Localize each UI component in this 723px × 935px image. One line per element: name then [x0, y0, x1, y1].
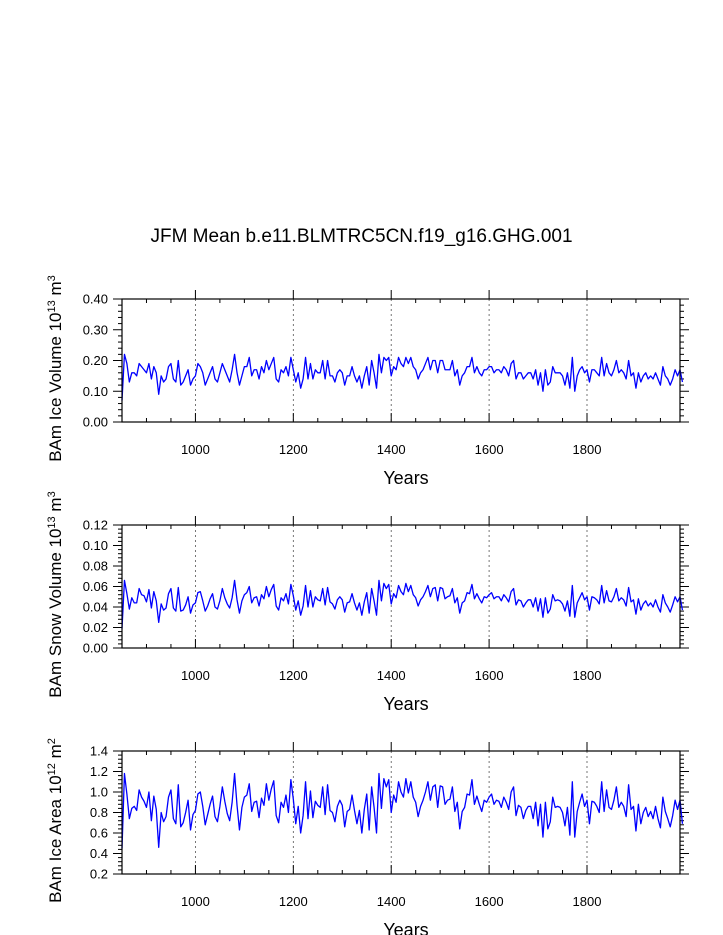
series-line	[121, 772, 684, 849]
x-axis-label: Years	[383, 468, 428, 488]
y-tick-label: 0.00	[83, 415, 108, 430]
y-tick-label: 0.10	[83, 384, 108, 399]
y-tick-label: 0.08	[83, 559, 108, 574]
x-tick-label: 1000	[181, 668, 210, 683]
y-tick-label: 0.40	[83, 292, 108, 307]
y-tick-label: 1.2	[90, 764, 108, 779]
y-tick-label: 0.4	[90, 846, 108, 861]
x-tick-label: 1200	[279, 668, 308, 683]
x-tick-label: 1600	[475, 668, 504, 683]
plot-frame	[121, 298, 681, 423]
y-tick-label: 0.10	[83, 538, 108, 553]
x-tick-label: 1800	[573, 442, 602, 457]
plot-frame	[121, 750, 681, 875]
x-tick-label: 1800	[573, 894, 602, 909]
chart-panel-1: 1000 1200 1400 1600 1800 0.00 0.10 0.20 0.30 0.40…	[46, 275, 689, 488]
y-tick-label: 0.2	[90, 867, 108, 882]
y-axis-label: BAm Ice Area 1012 m2	[46, 738, 65, 903]
x-tick-label: 1800	[573, 668, 602, 683]
y-axis-label: BAm Ice Volume 1013 m3	[46, 275, 65, 462]
x-axis-label: Years	[383, 694, 428, 714]
y-tick-label: 1.0	[90, 785, 108, 800]
x-tick-label: 1400	[377, 442, 406, 457]
y-axis-label: BAm Snow Volume 1013 m3	[46, 491, 65, 697]
y-tick-label: 0.00	[83, 641, 108, 656]
y-tick-label: 0.06	[83, 579, 108, 594]
x-tick-label: 1400	[377, 894, 406, 909]
x-tick-label: 1400	[377, 668, 406, 683]
x-tick-label: 1200	[279, 894, 308, 909]
x-tick-label: 1000	[181, 442, 210, 457]
chart-panel-2: 1000 1200 1400 1600 1800 0.00 0.02 0.04 0.06 0.08…	[46, 491, 689, 714]
y-tick-label: 0.30	[83, 322, 108, 337]
y-tick-label: 0.8	[90, 805, 108, 820]
y-tick-label: 1.4	[90, 744, 108, 759]
y-tick-label: 0.12	[83, 518, 108, 533]
page-title: JFM Mean b.e11.BLMTRC5CN.f19_g16.GHG.001	[0, 226, 723, 248]
x-tick-label: 1200	[279, 442, 308, 457]
x-tick-label: 1600	[475, 442, 504, 457]
y-tick-label: 0.6	[90, 826, 108, 841]
series-line	[121, 353, 684, 401]
chart-panel-3: 1000 1200 1400 1600 1800 0.2 0.4 0.6 0.8 1.0 1.2 1.…	[46, 738, 689, 935]
x-axis-label: Years	[383, 920, 428, 935]
x-tick-label: 1600	[475, 894, 504, 909]
y-tick-label: 0.02	[83, 620, 108, 635]
x-tick-label: 1000	[181, 894, 210, 909]
y-tick-label: 0.20	[83, 353, 108, 368]
series-line	[121, 579, 684, 629]
page-title-text: JFM Mean b.e11.BLMTRC5CN.f19_g16.GHG.001	[150, 226, 573, 247]
y-tick-label: 0.04	[83, 600, 108, 615]
plot-frame	[121, 524, 681, 649]
